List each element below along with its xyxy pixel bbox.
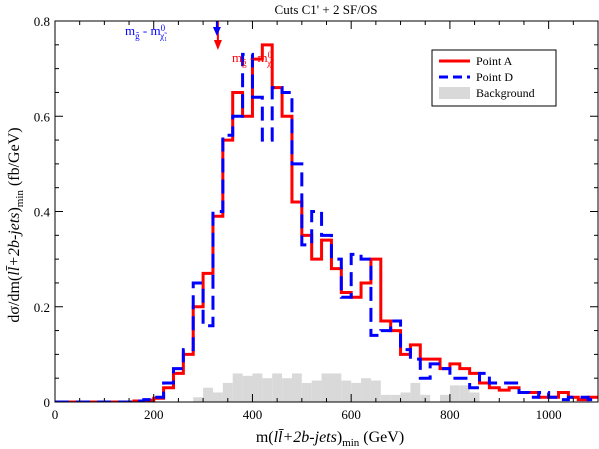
x-tick-label: 1000 <box>536 407 562 422</box>
background-bar <box>370 380 381 402</box>
background-bar <box>440 394 450 402</box>
background-bar <box>301 382 312 402</box>
background-bar <box>311 380 322 402</box>
background-bar <box>469 392 480 402</box>
red-arrow-head <box>213 40 222 50</box>
legend: Point A Point D Background <box>431 49 557 107</box>
plot-area <box>55 21 598 402</box>
y-tick-label: 0.4 <box>34 205 51 220</box>
background-bar <box>242 375 253 402</box>
annotation-arrows <box>212 21 222 50</box>
background-bar <box>232 373 243 402</box>
annotation-red: mg̃ - m0 χ̃₁ <box>232 50 274 68</box>
x-tick-label: 200 <box>144 407 164 422</box>
svg-text:mg̃ - m0χ̃₁: mg̃ - m0 χ̃₁ <box>125 23 167 41</box>
background-bar <box>222 382 233 402</box>
annotation-blue: mg̃ - m0 χ̃₁ <box>125 23 167 41</box>
background-bar <box>459 385 470 402</box>
background-bar <box>291 373 302 402</box>
background-bar <box>282 378 292 402</box>
y-tick-labels: 0 0.2 0.4 0.6 0.8 <box>34 14 51 410</box>
background-bar <box>390 394 401 402</box>
background-bar <box>351 382 362 402</box>
svg-text:mg̃ - m0χ̃₁: mg̃ - m0 χ̃₁ <box>232 50 274 68</box>
series-line-point-d <box>55 52 598 402</box>
x-tick-label: 800 <box>440 407 460 422</box>
y-axis-label: dσ/dm(ll̄+2b-jets)min (fb/GeV) <box>6 127 26 322</box>
blue-arrow-head <box>212 27 221 36</box>
legend-label-point-d: Point D <box>476 70 513 84</box>
background-bar <box>341 380 352 402</box>
legend-label-point-a: Point A <box>476 54 513 68</box>
background-bar <box>262 378 273 402</box>
series-lines <box>55 43 598 402</box>
background-bar <box>193 397 204 402</box>
y-tick-label: 0.2 <box>34 300 50 315</box>
background-bar <box>321 373 332 402</box>
x-axis-label: m(ll̄+2b-jets)min (GeV) <box>256 429 404 449</box>
background-bar <box>212 392 223 402</box>
background-bar <box>203 387 213 402</box>
legend-box <box>431 49 557 107</box>
background-bar <box>252 373 263 402</box>
y-tick-label: 0.8 <box>34 14 50 29</box>
legend-swatch-background <box>439 87 470 99</box>
background-bar <box>400 392 411 402</box>
y-tick-label: 0 <box>44 395 51 410</box>
background-bar <box>449 385 460 402</box>
axis-ticks <box>54 20 599 403</box>
background-bar <box>272 373 283 402</box>
background-bar <box>410 382 421 402</box>
background-histogram <box>193 373 480 402</box>
x-tick-label: 600 <box>341 407 361 422</box>
x-tick-labels: 0 200 400 600 800 1000 <box>52 407 562 422</box>
chart-title: Cuts C1' + 2 SF/OS <box>275 2 378 17</box>
x-tick-label: 0 <box>52 407 59 422</box>
x-tick-label: 400 <box>243 407 263 422</box>
legend-label-background: Background <box>476 86 535 100</box>
background-bar <box>331 373 342 402</box>
background-bar <box>361 378 371 402</box>
y-tick-label: 0.6 <box>34 109 51 124</box>
background-bar <box>380 394 391 402</box>
